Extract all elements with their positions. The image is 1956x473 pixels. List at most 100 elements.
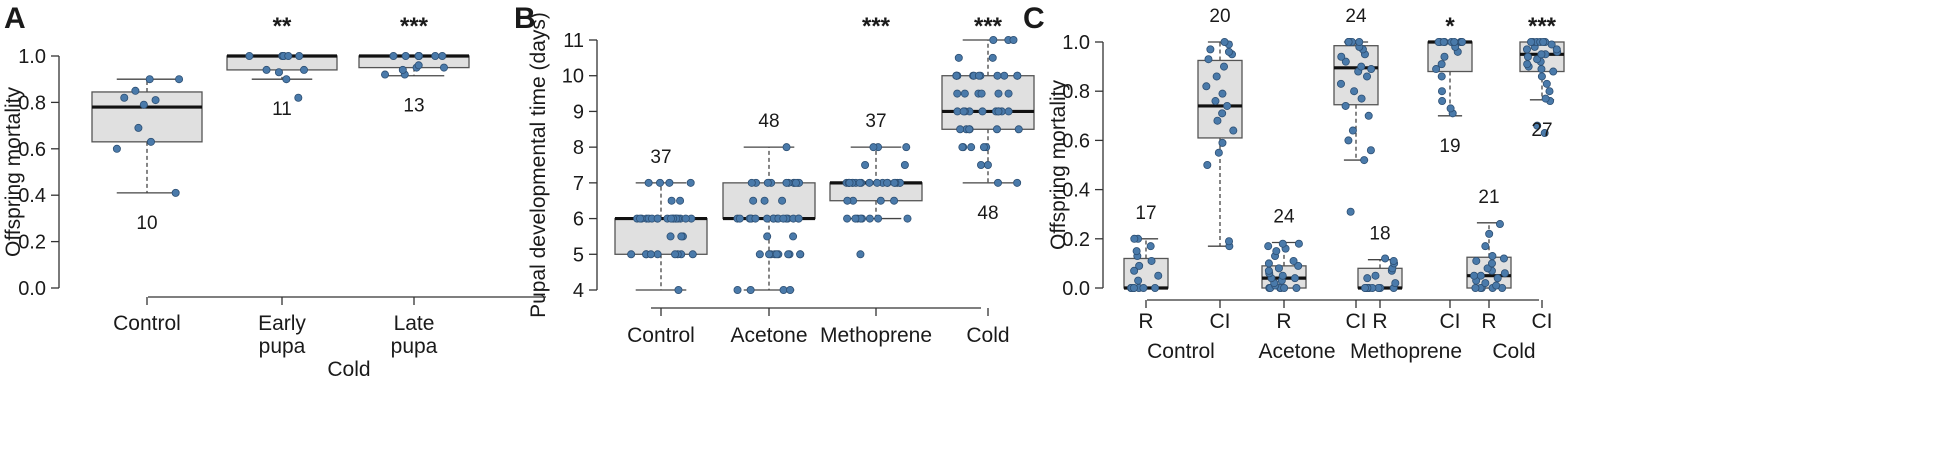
- data-point: [988, 53, 997, 62]
- data-point: [1218, 138, 1227, 147]
- data-point: [1545, 87, 1554, 96]
- data-point: [1367, 65, 1376, 74]
- data-point: [146, 137, 155, 146]
- data-point: [890, 178, 899, 187]
- data-point: [989, 36, 998, 45]
- data-point: [398, 65, 407, 74]
- data-point: [667, 214, 676, 223]
- data-point: [665, 178, 674, 187]
- sample-size-label: 24: [1273, 206, 1295, 227]
- category-2: Methoprene 37 ***: [820, 13, 932, 347]
- data-point: [686, 178, 695, 187]
- data-point: [438, 52, 447, 61]
- sample-size-label: 48: [758, 111, 779, 132]
- data-point: [439, 63, 448, 72]
- data-point: [965, 125, 974, 134]
- data-point: [667, 196, 676, 205]
- data-point: [1371, 271, 1380, 280]
- data-point: [401, 52, 410, 61]
- data-point: [890, 196, 899, 205]
- data-point: [1212, 72, 1221, 81]
- data-point: [1218, 89, 1227, 98]
- x-tick-label: Methoprene: [820, 324, 932, 347]
- data-point: [1438, 97, 1447, 106]
- box: [1123, 257, 1169, 289]
- group-label: Acetone: [1258, 340, 1335, 363]
- category-2: R 24: [1261, 206, 1307, 333]
- category-1: CI 20: [1197, 6, 1243, 333]
- data-point: [1366, 146, 1375, 155]
- sample-size-label: 20: [1209, 6, 1230, 27]
- data-point: [851, 214, 860, 223]
- data-point: [1495, 220, 1504, 229]
- data-point: [1389, 256, 1398, 265]
- data-point: [666, 232, 675, 241]
- x-tick-label: CI: [1346, 310, 1367, 333]
- data-point: [873, 178, 882, 187]
- data-point: [977, 89, 986, 98]
- box: [614, 217, 708, 255]
- data-point: [1229, 126, 1238, 135]
- data-point: [1139, 283, 1148, 292]
- data-point: [983, 160, 992, 169]
- data-point: [299, 65, 308, 74]
- panel-letter: C: [1023, 2, 1045, 35]
- data-point: [112, 144, 121, 153]
- data-point: [134, 123, 143, 132]
- data-point: [1549, 67, 1558, 76]
- data-point: [1204, 55, 1213, 64]
- data-point: [1471, 283, 1480, 292]
- x-tick-label: R: [1138, 310, 1153, 333]
- data-point: [131, 86, 140, 95]
- data-point: [688, 250, 697, 259]
- y-tick-label: 10: [562, 66, 584, 88]
- data-point: [656, 178, 665, 187]
- y-tick-label: 0.4: [1062, 180, 1090, 202]
- data-point: [782, 143, 791, 152]
- data-point: [1013, 178, 1022, 187]
- data-point: [763, 214, 772, 223]
- data-point: [1130, 266, 1139, 275]
- x-tick-label: CI: [1210, 310, 1231, 333]
- y-tick-label: 0.4: [18, 185, 46, 207]
- y-tick-label: 4: [573, 280, 584, 302]
- y-tick-label: 8: [573, 137, 584, 159]
- significance-marker: ***: [862, 13, 891, 40]
- data-point: [1004, 89, 1013, 98]
- category-4: R 18: [1357, 224, 1403, 333]
- significance-marker: ***: [1528, 13, 1557, 40]
- y-tick-label: 11: [563, 30, 584, 52]
- data-point: [1537, 50, 1546, 59]
- category-7: CI 27 ***: [1519, 13, 1565, 333]
- sample-size-label: 37: [865, 111, 886, 132]
- data-point: [1348, 126, 1357, 135]
- data-point: [1225, 237, 1234, 246]
- data-point: [760, 196, 769, 205]
- sample-size-label: 11: [272, 99, 292, 120]
- data-point: [1363, 274, 1372, 283]
- data-point: [1446, 104, 1455, 113]
- category-3: CI 24: [1333, 6, 1379, 333]
- y-tick-label: 0.8: [1062, 81, 1090, 103]
- data-point: [414, 61, 423, 70]
- y-tick-label: 0.8: [18, 92, 46, 114]
- data-point: [1381, 254, 1390, 263]
- data-point: [1224, 47, 1233, 56]
- data-point: [282, 75, 291, 84]
- data-point: [1541, 94, 1550, 103]
- data-point: [1552, 45, 1561, 54]
- data-point: [1264, 259, 1273, 268]
- sample-size-label: 24: [1345, 6, 1367, 27]
- data-point: [1499, 254, 1508, 263]
- data-point: [1344, 38, 1353, 47]
- data-point: [977, 160, 986, 169]
- sample-size-label: 13: [403, 96, 424, 117]
- y-tick-label: 0.6: [18, 139, 46, 161]
- data-point: [1363, 72, 1372, 81]
- data-point: [789, 232, 798, 241]
- data-point: [1485, 229, 1494, 238]
- data-point: [120, 93, 129, 102]
- significance-marker: **: [273, 13, 292, 40]
